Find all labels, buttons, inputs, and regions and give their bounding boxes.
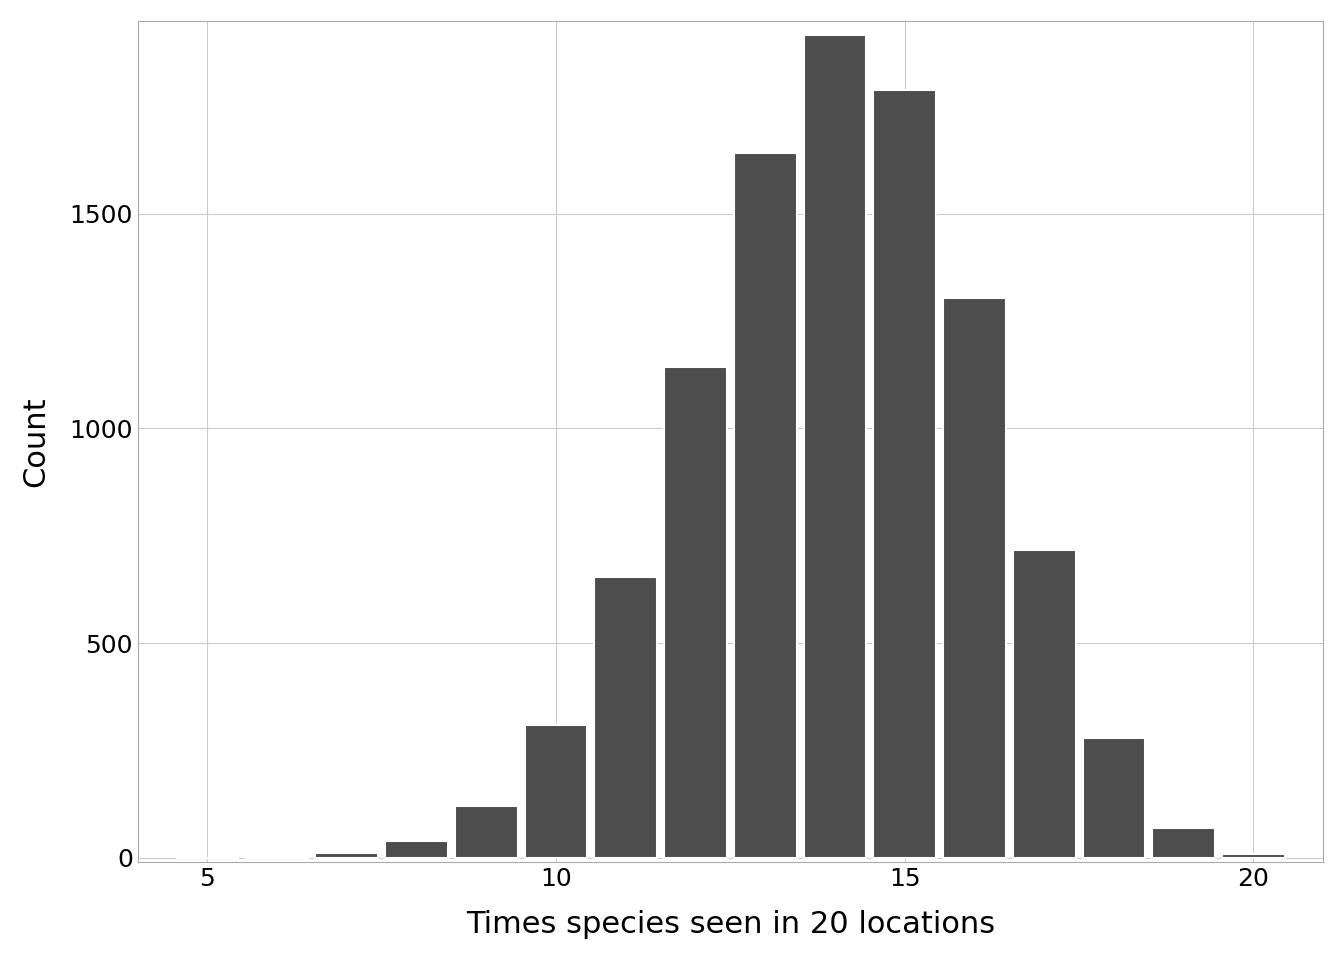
Bar <box>664 367 727 857</box>
Bar <box>1013 550 1075 857</box>
Bar <box>804 36 867 857</box>
Bar <box>316 853 378 857</box>
Bar <box>1222 854 1285 857</box>
Bar <box>454 806 517 857</box>
Bar <box>594 577 657 857</box>
Bar <box>874 90 937 857</box>
Bar <box>734 153 797 857</box>
X-axis label: Times species seen in 20 locations: Times species seen in 20 locations <box>466 910 995 939</box>
Bar <box>386 841 448 857</box>
Bar <box>943 298 1005 857</box>
Y-axis label: Count: Count <box>22 396 50 487</box>
Bar <box>1152 828 1215 857</box>
Bar <box>1082 738 1145 857</box>
Bar <box>524 726 587 857</box>
